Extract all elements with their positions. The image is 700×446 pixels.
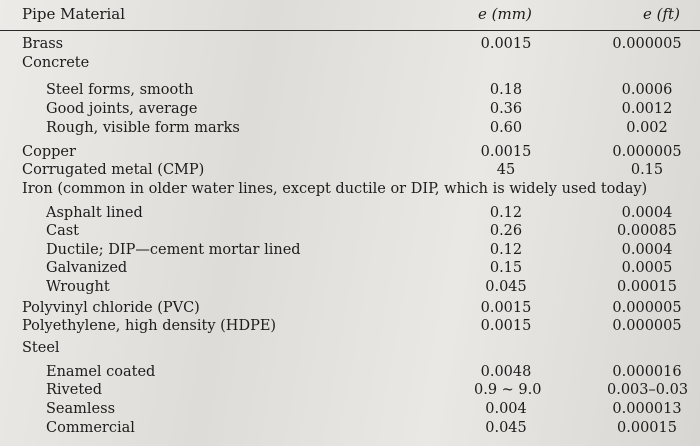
table-row: Ductile; DIP—cement mortar lined 0.12 0.00…: [0, 242, 700, 262]
roughness-mm: 0.60: [489, 120, 523, 136]
roughness-mm: 0.0048: [480, 364, 532, 380]
roughness-ft: 0.000005: [612, 300, 682, 316]
roughness-mm: 0.0015: [480, 300, 532, 316]
roughness-ft: 0.0012: [621, 101, 673, 117]
material-name: Riveted: [46, 382, 103, 398]
roughness-ft: 0.00085: [617, 223, 677, 239]
roughness-mm: 0.15: [489, 260, 523, 276]
header-pipe-material: Pipe Material: [22, 5, 126, 23]
table-row: Polyvinyl chloride (PVC) 0.0015 0.000005: [0, 300, 700, 320]
material-name: Steel: [22, 340, 60, 356]
roughness-mm: 0.0015: [480, 318, 532, 334]
material-name: Rough, visible form marks: [46, 120, 240, 136]
roughness-ft: 0.000005: [612, 318, 682, 334]
table-row: Galvanized 0.15 0.0005: [0, 260, 700, 280]
material-name: Corrugated metal (CMP): [22, 162, 205, 178]
roughness-ft: 0.000005: [612, 144, 682, 160]
material-name: Cast: [46, 223, 80, 239]
roughness-mm: 0.0015: [480, 144, 532, 160]
table-row: Polyethylene, high density (HDPE) 0.0015 0…: [0, 318, 700, 338]
roughness-ft: 0.0005: [621, 260, 673, 276]
roughness-ft: 0.0004: [621, 242, 673, 258]
material-name: Steel forms, smooth: [46, 82, 194, 98]
material-name: Enamel coated: [46, 364, 156, 380]
roughness-ft: 0.003–0.03: [607, 382, 689, 398]
table-row: Asphalt lined 0.12 0.0004: [0, 205, 700, 225]
roughness-mm: 0.0015: [480, 36, 532, 52]
roughness-mm: 0.12: [489, 205, 523, 221]
material-name: Iron (common in older water lines, excep…: [22, 181, 648, 197]
material-name: Wrought: [46, 279, 110, 295]
material-name: Concrete: [22, 55, 90, 71]
roughness-mm: 0.36: [489, 101, 523, 117]
roughness-ft: 0.002: [626, 120, 668, 136]
material-name: Good joints, average: [46, 101, 198, 117]
material-name: Polyvinyl chloride (PVC): [22, 300, 200, 316]
table-row: Iron (common in older water lines, excep…: [0, 181, 700, 201]
material-name: Asphalt lined: [46, 205, 143, 221]
roughness-mm: 0.26: [489, 223, 523, 239]
material-name: Polyethylene, high density (HDPE): [22, 318, 277, 334]
roughness-ft: 0.00015: [617, 420, 677, 436]
roughness-mm: 0.045: [485, 279, 527, 295]
roughness-ft: 0.000005: [612, 36, 682, 52]
table-row: Wrought 0.045 0.00015: [0, 279, 700, 299]
roughness-mm: 0.9 ~ 9.0: [474, 382, 542, 398]
header-e-mm: e (mm): [478, 5, 532, 23]
material-name: Seamless: [46, 401, 116, 417]
roughness-mm: 45: [496, 162, 516, 178]
roughness-mm: 0.004: [485, 401, 527, 417]
roughness-ft: 0.0006: [621, 82, 673, 98]
table-row: Riveted 0.9 ~ 9.0 0.003–0.03: [0, 382, 700, 402]
material-name: Galvanized: [46, 260, 128, 276]
table-row: Steel: [0, 340, 700, 360]
material-name: Brass: [22, 36, 64, 52]
roughness-ft: 0.000016: [612, 364, 682, 380]
table-row: Rough, visible form marks 0.60 0.002: [0, 120, 700, 140]
table-row: Cast 0.26 0.00085: [0, 223, 700, 243]
header-e-ft: e (ft): [643, 5, 680, 23]
table-row: Corrugated metal (CMP) 45 0.15: [0, 162, 700, 182]
material-name: Copper: [22, 144, 76, 160]
material-name: Commercial: [46, 420, 135, 436]
roughness-ft: 0.0004: [621, 205, 673, 221]
table-row: Enamel coated 0.0048 0.000016: [0, 364, 700, 384]
roughness-ft: 0.000013: [612, 401, 682, 417]
roughness-ft: 0.00015: [617, 279, 677, 295]
roughness-mm: 0.045: [485, 420, 527, 436]
roughness-mm: 0.12: [489, 242, 523, 258]
roughness-ft: 0.15: [630, 162, 664, 178]
table-row: Good joints, average 0.36 0.0012: [0, 101, 700, 121]
table-row: Concrete: [0, 55, 700, 75]
roughness-mm: 0.18: [489, 82, 523, 98]
table-row: Brass 0.0015 0.000005: [0, 36, 700, 56]
table-row: Copper 0.0015 0.000005: [0, 144, 700, 164]
table-row: Commercial 0.045 0.00015: [0, 420, 700, 440]
material-name: Ductile; DIP—cement mortar lined: [46, 242, 301, 258]
table-row: Seamless 0.004 0.000013: [0, 401, 700, 421]
table-header: Pipe Material e (mm) e (ft): [0, 0, 700, 31]
table-row: Steel forms, smooth 0.18 0.0006: [0, 82, 700, 102]
